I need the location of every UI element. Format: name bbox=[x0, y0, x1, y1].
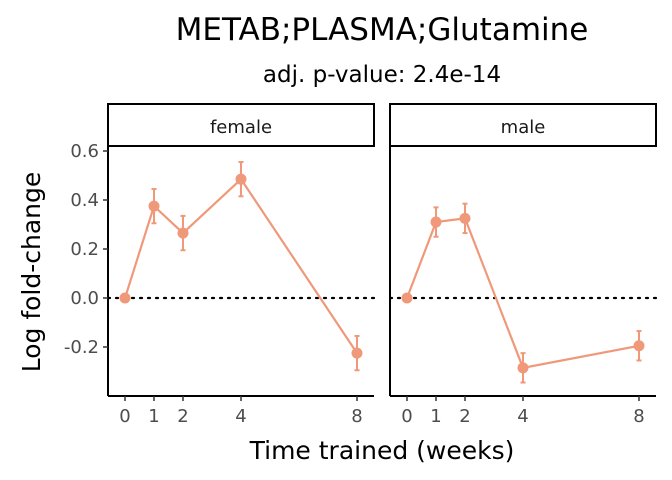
y-tick-label: 0.0 bbox=[70, 288, 99, 309]
data-point bbox=[351, 347, 363, 359]
y-axis-title: Log fold-change bbox=[17, 172, 46, 373]
data-point bbox=[633, 340, 645, 352]
x-tick-label: 0 bbox=[401, 406, 412, 427]
y-tick-label: 0.2 bbox=[70, 239, 99, 260]
facet-strip bbox=[389, 103, 657, 147]
x-tick-label: 8 bbox=[633, 406, 644, 427]
data-point bbox=[148, 200, 160, 212]
data-point bbox=[235, 173, 247, 185]
data-point bbox=[459, 212, 471, 224]
data-point bbox=[177, 227, 189, 239]
facet-strip-label: female bbox=[210, 117, 272, 138]
x-tick-label: 1 bbox=[430, 406, 441, 427]
series-line bbox=[123, 177, 358, 354]
y-tick-label: 0.6 bbox=[70, 141, 99, 162]
x-axis-title: Time trained (weeks) bbox=[249, 436, 515, 465]
chart-title: METAB;PLASMA;Glutamine bbox=[176, 12, 589, 48]
panel-male: male 0 1 2 4 8 bbox=[388, 103, 658, 427]
y-tick-label: 0.4 bbox=[70, 190, 99, 211]
series-line bbox=[405, 217, 640, 370]
x-tick-label: 2 bbox=[177, 406, 188, 427]
data-point bbox=[430, 216, 442, 228]
facet-strip bbox=[107, 103, 375, 147]
x-tick-label: 4 bbox=[517, 406, 528, 427]
data-point bbox=[401, 292, 413, 304]
y-tick-label: -0.2 bbox=[64, 337, 99, 358]
x-tick-label: 4 bbox=[235, 406, 246, 427]
x-tick-label: 2 bbox=[459, 406, 470, 427]
chart-subtitle: adj. p-value: 2.4e-14 bbox=[263, 62, 501, 88]
x-tick-label: 1 bbox=[148, 406, 159, 427]
data-point bbox=[119, 292, 131, 304]
x-tick-label: 0 bbox=[119, 406, 130, 427]
x-tick-label: 8 bbox=[351, 406, 362, 427]
panel-female: female 0 1 2 4 8 -0.2 0.0 0.2 0.4 0.6 bbox=[64, 103, 376, 427]
data-point bbox=[517, 362, 529, 374]
facet-strip-label: male bbox=[501, 117, 546, 138]
